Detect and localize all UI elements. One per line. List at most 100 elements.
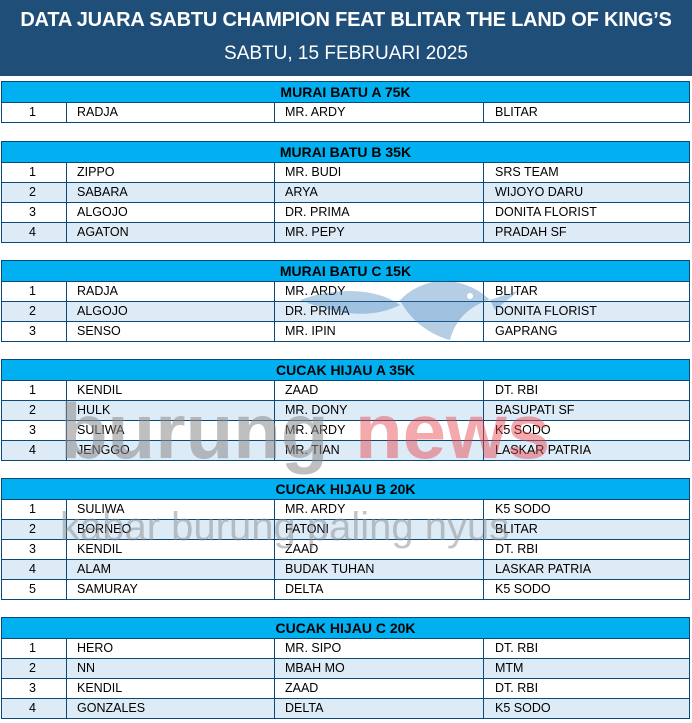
owner-cell: MR. ARDY <box>275 421 484 440</box>
table-row: 1 RADJA MR. ARDY BLITAR <box>1 103 690 123</box>
rank-cell: 2 <box>2 183 67 202</box>
table-row: 1 ZIPPO MR. BUDI SRS TEAM <box>1 163 690 183</box>
bird-name-cell: KENDIL <box>67 540 275 559</box>
table-row: 2 ALGOJO DR. PRIMA DONITA FLORIST <box>1 302 690 322</box>
owner-cell: MR. BUDI <box>275 163 484 182</box>
table-row: 5 SAMURAY DELTA K5 SODO <box>1 580 690 600</box>
bird-name-cell: SULIWA <box>67 500 275 519</box>
bird-name-cell: ALGOJO <box>67 203 275 222</box>
rank-cell: 3 <box>2 203 67 222</box>
rank-cell: 2 <box>2 659 67 678</box>
owner-cell: MR. TIAN <box>275 441 484 460</box>
team-cell: GAPRANG <box>484 322 690 341</box>
table-row: 3 SENSO MR. IPIN GAPRANG <box>1 322 690 342</box>
owner-cell: DELTA <box>275 580 484 599</box>
owner-cell: BUDAK TUHAN <box>275 560 484 579</box>
category-header: CUCAK HIJAU C 20K <box>1 617 690 639</box>
owner-cell: DR. PRIMA <box>275 302 484 321</box>
category-header: CUCAK HIJAU A 35K <box>1 359 690 381</box>
result-section: CUCAK HIJAU C 20K 1 HERO MR. SIPO DT. RBI 2 NN… <box>1 617 690 719</box>
owner-cell: ZAAD <box>275 381 484 400</box>
owner-cell: MR. IPIN <box>275 322 484 341</box>
owner-cell: MBAH MO <box>275 659 484 678</box>
team-cell: BLITAR <box>484 520 690 539</box>
table-row: 4 JENGGO MR. TIAN LASKAR PATRIA <box>1 441 690 461</box>
rank-cell: 1 <box>2 381 67 400</box>
owner-cell: MR. ARDY <box>275 103 484 122</box>
result-section: CUCAK HIJAU A 35K 1 KENDIL ZAAD DT. RBI 2 HULK… <box>1 359 690 461</box>
rank-cell: 4 <box>2 223 67 242</box>
team-cell: K5 SODO <box>484 421 690 440</box>
team-cell: DT. RBI <box>484 679 690 698</box>
page-title: DATA JUARA SABTU CHAMPION FEAT BLITAR TH… <box>20 9 672 31</box>
team-cell: DT. RBI <box>484 540 690 559</box>
owner-cell: FATONI <box>275 520 484 539</box>
bird-name-cell: ZIPPO <box>67 163 275 182</box>
category-header: CUCAK HIJAU B 20K <box>1 478 690 500</box>
result-section: MURAI BATU C 15K 1 RADJA MR. ARDY BLITAR 2 ALG… <box>1 260 690 342</box>
table-row: 2 NN MBAH MO MTM <box>1 659 690 679</box>
bird-name-cell: AGATON <box>67 223 275 242</box>
bird-name-cell: KENDIL <box>67 679 275 698</box>
bird-name-cell: RADJA <box>67 103 275 122</box>
category-header: MURAI BATU A 75K <box>1 81 690 103</box>
bird-name-cell: SAMURAY <box>67 580 275 599</box>
rank-cell: 2 <box>2 520 67 539</box>
bird-name-cell: JENGGO <box>67 441 275 460</box>
table-row: 2 SABARA ARYA WIJOYO DARU <box>1 183 690 203</box>
rank-cell: 4 <box>2 441 67 460</box>
bird-name-cell: SABARA <box>67 183 275 202</box>
rank-cell: 4 <box>2 560 67 579</box>
bird-name-cell: NN <box>67 659 275 678</box>
table-row: 2 HULK MR. DONY BASUPATI SF <box>1 401 690 421</box>
rank-cell: 3 <box>2 540 67 559</box>
owner-cell: DR. PRIMA <box>275 203 484 222</box>
table-row: 3 ALGOJO DR. PRIMA DONITA FLORIST <box>1 203 690 223</box>
bird-name-cell: SULIWA <box>67 421 275 440</box>
team-cell: BASUPATI SF <box>484 401 690 420</box>
team-cell: DONITA FLORIST <box>484 302 690 321</box>
rank-cell: 3 <box>2 322 67 341</box>
team-cell: WIJOYO DARU <box>484 183 690 202</box>
category-header: MURAI BATU B 35K <box>1 141 690 163</box>
bird-name-cell: RADJA <box>67 282 275 301</box>
owner-cell: ZAAD <box>275 679 484 698</box>
bird-name-cell: HULK <box>67 401 275 420</box>
owner-cell: ZAAD <box>275 540 484 559</box>
table-row: 3 KENDIL ZAAD DT. RBI <box>1 540 690 560</box>
owner-cell: MR. ARDY <box>275 500 484 519</box>
team-cell: DONITA FLORIST <box>484 203 690 222</box>
bird-name-cell: KENDIL <box>67 381 275 400</box>
team-cell: PRADAH SF <box>484 223 690 242</box>
bird-name-cell: SENSO <box>67 322 275 341</box>
table-row: 4 ALAM BUDAK TUHAN LASKAR PATRIA <box>1 560 690 580</box>
bird-name-cell: HERO <box>67 639 275 658</box>
team-cell: BLITAR <box>484 282 690 301</box>
table-row: 2 BORNEO FATONI BLITAR <box>1 520 690 540</box>
owner-cell: MR. DONY <box>275 401 484 420</box>
team-cell: K5 SODO <box>484 580 690 599</box>
result-section: MURAI BATU A 75K 1 RADJA MR. ARDY BLITAR <box>1 81 690 123</box>
table-row: 1 HERO MR. SIPO DT. RBI <box>1 639 690 659</box>
rank-cell: 4 <box>2 699 67 718</box>
team-cell: BLITAR <box>484 103 690 122</box>
rank-cell: 1 <box>2 639 67 658</box>
rank-cell: 2 <box>2 302 67 321</box>
team-cell: K5 SODO <box>484 699 690 718</box>
category-header: MURAI BATU C 15K <box>1 260 690 282</box>
team-cell: K5 SODO <box>484 500 690 519</box>
table-row: 1 KENDIL ZAAD DT. RBI <box>1 381 690 401</box>
result-section: MURAI BATU B 35K 1 ZIPPO MR. BUDI SRS TEAM 2 S… <box>1 141 690 243</box>
team-cell: LASKAR PATRIA <box>484 560 690 579</box>
rank-cell: 1 <box>2 163 67 182</box>
table-row: 4 GONZALES DELTA K5 SODO <box>1 699 690 719</box>
rank-cell: 1 <box>2 282 67 301</box>
bird-name-cell: BORNEO <box>67 520 275 539</box>
table-row: 4 AGATON MR. PEPY PRADAH SF <box>1 223 690 243</box>
rank-cell: 1 <box>2 103 67 122</box>
team-cell: LASKAR PATRIA <box>484 441 690 460</box>
team-cell: DT. RBI <box>484 639 690 658</box>
table-row: 3 SULIWA MR. ARDY K5 SODO <box>1 421 690 441</box>
rank-cell: 3 <box>2 679 67 698</box>
team-cell: DT. RBI <box>484 381 690 400</box>
